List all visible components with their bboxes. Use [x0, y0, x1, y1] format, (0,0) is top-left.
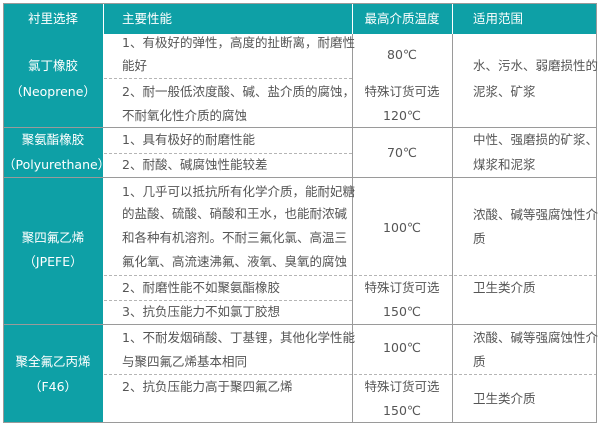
property-text: 与聚四氟乙烯基本相同 — [122, 354, 248, 369]
temp-value: 120℃ — [383, 108, 421, 123]
property-text: 1、有极好的弹性，高度的扯断离，耐磨性 — [122, 35, 355, 50]
lining-name: 聚全氟乙丙烯 — [15, 354, 91, 369]
lining-name: 氯丁橡胶 — [27, 58, 78, 73]
property-text: 3、抗负压能力不如氯丁胶想 — [122, 304, 280, 319]
scope-text: 卫生类介质 — [473, 391, 536, 406]
header-max-temp: 最高介质温度 — [364, 11, 440, 26]
scope-text: 水、污水、弱磨损性的 — [473, 58, 599, 73]
sub-divider — [104, 374, 597, 375]
temp-value: 80℃ — [387, 47, 417, 62]
temp-note: 特殊订货可选 — [364, 280, 440, 295]
row-divider — [3, 127, 597, 128]
sub-divider — [104, 300, 352, 301]
temp-value: 70℃ — [387, 145, 417, 160]
scope-text: 浓酸、碱等强腐蚀性介 — [473, 207, 599, 222]
row-divider — [3, 177, 597, 178]
divider — [352, 3, 353, 423]
row-divider — [3, 324, 597, 325]
property-text: 不耐氧化性介质的腐蚀 — [122, 108, 248, 123]
sub-divider — [104, 78, 352, 79]
divider — [103, 3, 104, 423]
property-text: 氟化氧、高流速沸氟、液氧、臭氧的腐蚀 — [122, 254, 348, 269]
header-lining: 衬里选择 — [27, 11, 78, 26]
scope-text: 质 — [473, 231, 486, 246]
property-text: 2、耐磨性能不如聚氨酯橡胶 — [122, 280, 280, 295]
lining-name-en: （Polyurethane） — [3, 157, 111, 172]
scope-text: 泥浆、矿浆 — [473, 84, 536, 99]
sub-divider — [104, 153, 352, 154]
scope-text: 煤浆和泥浆 — [473, 157, 536, 172]
lining-column-bg — [3, 34, 103, 423]
property-text: 和各种有机溶剂。不耐三氟化氯、高温三 — [122, 230, 348, 245]
property-text: 1、几乎可以抵抗所有化学介质，能耐妃糖 — [122, 184, 355, 199]
temp-value: 150℃ — [383, 403, 421, 418]
lining-name-en: （Neoprene） — [10, 84, 96, 99]
temp-note: 特殊订货可选 — [364, 84, 440, 99]
scope-text: 浓酸、碱等强腐蚀性介 — [473, 330, 599, 345]
header-properties: 主要性能 — [122, 11, 173, 26]
divider — [452, 3, 453, 34]
property-text: 的盐酸、硫酸、硝酸和王水，也能耐浓碱 — [122, 206, 348, 221]
lining-name-en: （JPEFE） — [23, 254, 83, 269]
header-row — [3, 3, 597, 34]
lining-name: 聚氨酯橡胶 — [21, 132, 85, 147]
property-text: 1、具有极好的耐磨性能 — [122, 132, 255, 147]
temp-value: 150℃ — [383, 304, 421, 319]
temp-note: 特殊订货可选 — [364, 379, 440, 394]
scope-text: 卫生类介质 — [473, 280, 536, 295]
property-text: 2、抗负压能力高于聚四氟乙烯 — [122, 379, 293, 394]
table-border — [3, 3, 597, 423]
scope-text: 质 — [473, 354, 486, 369]
lining-name: 聚四氟乙烯 — [21, 230, 85, 245]
property-text: 2、耐一般低浓度酸、碱、盐介质的腐蚀， — [122, 84, 355, 99]
property-text: 能好 — [122, 58, 148, 73]
scope-text: 中性、强磨损的矿浆、 — [473, 132, 599, 147]
property-text: 1、不耐发烟硝酸、丁基锂，其他化学性能 — [122, 330, 355, 345]
divider — [452, 3, 453, 423]
property-text: 2、耐酸、碱腐蚀性能较差 — [122, 157, 268, 172]
temp-value: 100℃ — [383, 220, 421, 235]
lining-name-en: （F46） — [28, 379, 78, 394]
header-scope: 适用范围 — [473, 11, 524, 26]
sub-divider — [104, 275, 597, 276]
divider — [352, 3, 353, 34]
temp-value: 100℃ — [383, 340, 421, 355]
